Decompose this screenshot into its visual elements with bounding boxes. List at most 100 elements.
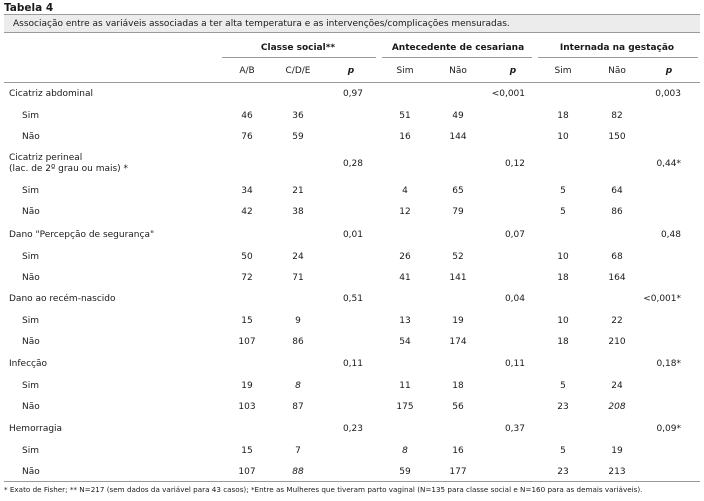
table-cell: 52 [452, 252, 464, 262]
row-label: Não [22, 467, 40, 477]
table-cell: 210 [608, 337, 626, 347]
table-cell: 42 [241, 207, 253, 217]
table-cell: 5 [560, 381, 566, 391]
row-label: Sim [22, 111, 39, 121]
table-cell: 103 [238, 402, 256, 412]
p-value: <0,001 [491, 89, 525, 99]
p-value: 0,11 [504, 359, 525, 369]
table-cell: 13 [399, 316, 411, 326]
table-cell: 38 [292, 207, 304, 217]
header-group-rule [382, 57, 532, 58]
p-value: 0,23 [342, 424, 363, 434]
header-bottom-rule [4, 82, 700, 83]
header-group-cesariana: Antecedente de cesariana [391, 43, 525, 53]
table-footnote: * Exato de Fisher; ** N=217 (sem dados d… [4, 485, 643, 494]
table-cell: 164 [608, 273, 626, 283]
row-label: Sim [22, 186, 39, 196]
table-cell: 208 [608, 402, 626, 412]
table-cell: 5 [560, 207, 566, 217]
table-cell: 88 [292, 467, 304, 477]
row-label: Não [22, 132, 40, 142]
p-value: 0,12 [504, 159, 525, 169]
table-cell: 107 [238, 337, 256, 347]
caption-box: Associação entre as variáveis associadas… [4, 14, 700, 33]
table-cell: 174 [449, 337, 467, 347]
p-value: 0,07 [504, 230, 525, 240]
row-label: Sim [22, 446, 39, 456]
row-label: Não [22, 337, 40, 347]
table-cell: 15 [241, 446, 253, 456]
column-header: A/B [239, 66, 255, 76]
section-label: Dano ao recém-nascido [9, 294, 116, 304]
table-cell: 141 [449, 273, 467, 283]
table-cell: 68 [611, 252, 623, 262]
table-cell: 86 [292, 337, 304, 347]
p-value: 0,48 [660, 230, 681, 240]
p-value: <0,001* [643, 294, 681, 304]
table-caption: Associação entre as variáveis associadas… [13, 19, 510, 29]
table-cell: 107 [238, 467, 256, 477]
table-cell: 51 [399, 111, 411, 121]
table-cell: 15 [241, 316, 253, 326]
column-header: p [509, 66, 517, 76]
table-cell: 21 [292, 186, 304, 196]
p-value: 0,37 [504, 424, 525, 434]
table-cell: 54 [399, 337, 411, 347]
table-cell: 18 [557, 273, 569, 283]
table-cell: 18 [557, 111, 569, 121]
column-header: Sim [554, 66, 572, 76]
header-group-rule [538, 57, 698, 58]
column-header: p [665, 66, 673, 76]
table-cell: 16 [399, 132, 411, 142]
table-cell: 71 [292, 273, 304, 283]
table-cell: 175 [396, 402, 414, 412]
table-cell: 24 [611, 381, 623, 391]
row-label: Não [22, 207, 40, 217]
table-cell: 64 [611, 186, 623, 196]
table-cell: 65 [452, 186, 464, 196]
p-value: 0,04 [504, 294, 525, 304]
table-cell: 10 [557, 252, 569, 262]
table-cell: 19 [241, 381, 253, 391]
table-cell: 18 [452, 381, 464, 391]
table-cell: 72 [241, 273, 253, 283]
p-value: 0,18* [656, 359, 681, 369]
column-header: C/D/E [285, 66, 311, 76]
p-value: 0,97 [342, 89, 363, 99]
p-value: 0,28 [342, 159, 363, 169]
table-cell: 8 [295, 381, 301, 391]
p-value: 0,09* [656, 424, 681, 434]
table-cell: 150 [608, 132, 626, 142]
section-label: Hemorragia [9, 424, 63, 434]
table-cell: 46 [241, 111, 253, 121]
table-cell: 7 [295, 446, 301, 456]
table-cell: 10 [557, 316, 569, 326]
table-cell: 41 [399, 273, 411, 283]
header-group-rule [222, 57, 376, 58]
table-cell: 26 [399, 252, 411, 262]
table-cell: 9 [295, 316, 301, 326]
table-cell: 24 [292, 252, 304, 262]
table-cell: 5 [560, 186, 566, 196]
table-cell: 50 [241, 252, 253, 262]
table-cell: 36 [292, 111, 304, 121]
table-cell: 82 [611, 111, 623, 121]
p-value: 0,01 [342, 230, 363, 240]
table-bottom-rule [4, 481, 700, 482]
table-label: Tabela 4 [4, 2, 54, 14]
section-label: Infecção [9, 359, 47, 369]
header-group-internada: Internada na gestação [559, 43, 675, 53]
section-label: Cicatriz abdominal [9, 89, 93, 99]
table-cell: 22 [611, 316, 623, 326]
p-value: 0,44* [656, 159, 681, 169]
table-cell: 59 [292, 132, 304, 142]
column-header: p [347, 66, 355, 76]
row-label: Sim [22, 316, 39, 326]
table-cell: 23 [557, 402, 569, 412]
table-cell: 10 [557, 132, 569, 142]
table-cell: 49 [452, 111, 464, 121]
table-cell: 144 [449, 132, 467, 142]
column-header: Não [449, 66, 467, 76]
column-header: Não [608, 66, 626, 76]
